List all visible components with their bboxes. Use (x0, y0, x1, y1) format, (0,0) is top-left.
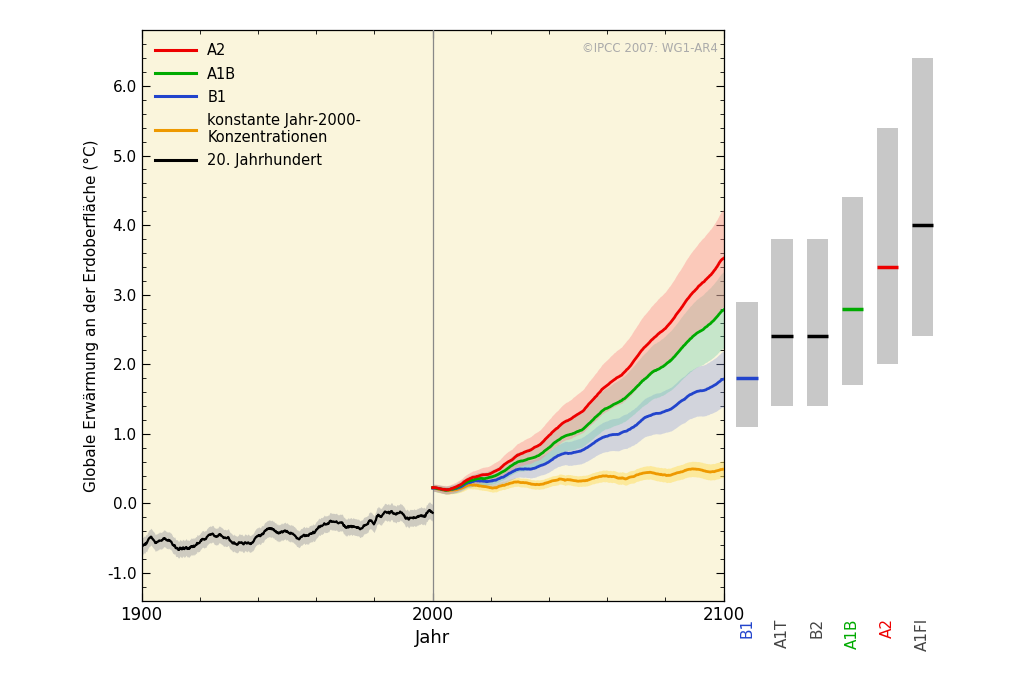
Text: A2: A2 (880, 618, 894, 638)
Bar (806, 239, 827, 406)
Text: A1FI: A1FI (914, 618, 929, 651)
Text: B1: B1 (739, 618, 754, 639)
Text: A1T: A1T (773, 618, 789, 647)
Text: B2: B2 (809, 618, 824, 639)
Legend: A2, A1B, B1, konstante Jahr-2000-
Konzentrationen, 20. Jahrhundert: A2, A1B, B1, konstante Jahr-2000- Konzen… (149, 38, 367, 174)
Bar (876, 128, 898, 364)
Text: ©IPCC 2007: WG1-AR4: ©IPCC 2007: WG1-AR4 (581, 42, 717, 55)
Bar (911, 58, 932, 336)
Bar (841, 197, 862, 385)
Bar (736, 302, 757, 427)
X-axis label: Jahr: Jahr (415, 629, 450, 647)
Y-axis label: Globale Erwärmung an der Erdoberfläche (°C): Globale Erwärmung an der Erdoberfläche (… (84, 139, 99, 492)
Bar (770, 239, 792, 406)
Text: A1B: A1B (844, 618, 859, 649)
